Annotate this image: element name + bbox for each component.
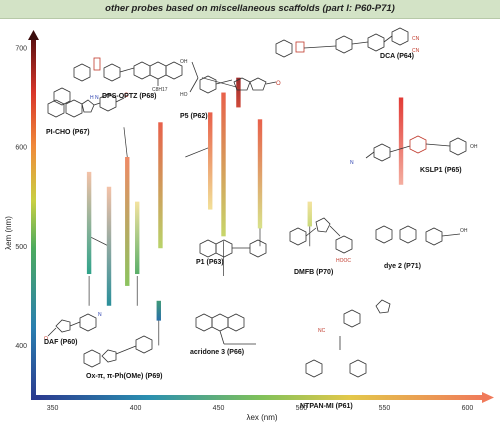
- y-tick-label: 500: [15, 244, 27, 251]
- svg-text:HOOC: HOOC: [336, 258, 351, 264]
- svg-text:OH: OH: [460, 228, 468, 234]
- molecule-sketches: O H N C8H17 O OH HO: [44, 27, 478, 378]
- x-tick-label: 400: [130, 405, 142, 412]
- probe-label-p71: dye 2 (P71): [384, 263, 421, 270]
- bar-p71: [307, 201, 312, 227]
- y-axis-label: λem (nm): [4, 216, 13, 250]
- x-axis-arrow: [482, 392, 494, 403]
- bar-p64: [236, 77, 241, 108]
- bar-p70: [257, 119, 263, 229]
- x-axis-bar: [36, 395, 484, 400]
- probe-label-p70: DMFB (P70): [294, 269, 333, 276]
- chart-title-banner: other probes based on miscellaneous scaf…: [0, 0, 500, 19]
- structure-ox: [83, 335, 153, 368]
- y-tick-label: 700: [15, 45, 27, 52]
- bar-p62: [208, 112, 213, 210]
- leader-p68: [123, 127, 128, 158]
- probe-label-p60: DAF (P60): [44, 339, 77, 346]
- probe-label-p68: DPS-OPTZ (P68): [102, 93, 156, 100]
- structure-dmfb: HOOC: [289, 217, 353, 264]
- structure-p1: [199, 239, 267, 258]
- x-tick-label: 500: [296, 405, 308, 412]
- bar-p66: [156, 300, 161, 321]
- structure-pi-cho: O H N: [47, 87, 129, 118]
- structure-ntpan: NC: [305, 299, 391, 378]
- structure-dye2: OH: [375, 225, 468, 246]
- svg-text:NC: NC: [318, 328, 326, 334]
- probe-labels: DAF (P60) NTPAN-MI (P61) P5 (P62) P1 (P63) D…: [44, 53, 462, 410]
- svg-text:HO: HO: [180, 92, 188, 98]
- svg-text:CN: CN: [412, 36, 420, 42]
- probe-label-p65: KSLP1 (P65): [420, 167, 462, 174]
- x-tick-label: 350: [47, 405, 59, 412]
- svg-text:O: O: [44, 336, 48, 342]
- probe-label-p64: DCA (P64): [380, 53, 414, 60]
- y-tick-label: 400: [15, 343, 27, 350]
- bar-p61: [221, 92, 226, 237]
- y-axis-bar: [31, 38, 36, 400]
- x-tick-label: 550: [379, 405, 391, 412]
- bar-p68: [125, 157, 130, 286]
- structure-kslp1: OH N: [350, 135, 478, 166]
- leader-p62: [185, 146, 211, 158]
- y-tick-label: 600: [15, 145, 27, 152]
- svg-text:O: O: [276, 81, 281, 87]
- bar-p67: [106, 186, 112, 306]
- x-tick-label: 600: [462, 405, 474, 412]
- bar-p60: [86, 171, 92, 275]
- structure-dca: CN CN: [275, 27, 420, 58]
- svg-text:CN: CN: [412, 48, 420, 54]
- leader-lines: [88, 77, 402, 346]
- leader-p67: [88, 236, 110, 247]
- bar-p65: [398, 97, 404, 185]
- structure-daf: O N: [44, 312, 102, 342]
- svg-text:H N: H N: [90, 95, 99, 101]
- probe-label-p66: acridone 3 (P66): [190, 349, 244, 356]
- probe-label-p69: Ox-π, π-Ph(OMe) (P69): [86, 373, 162, 380]
- svg-text:N: N: [350, 160, 354, 166]
- svg-text:OH: OH: [180, 59, 188, 65]
- structure-dps-optz: C8H17: [73, 57, 183, 93]
- x-axis-label: λex (nm): [246, 413, 277, 422]
- bar-p69: [135, 201, 140, 275]
- axes: λem (nm) λex (nm): [4, 30, 494, 422]
- structure-acridone: [195, 313, 256, 345]
- probe-label-p62: P5 (P62): [180, 113, 208, 120]
- svg-text:C8H17: C8H17: [152, 87, 168, 93]
- x-tick-label: 450: [213, 405, 225, 412]
- svg-text:N: N: [98, 312, 102, 318]
- probe-label-p61: NTPAN-MI (P61): [300, 403, 353, 410]
- probe-label-p67: PI-CHO (P67): [46, 129, 90, 136]
- svg-text:OH: OH: [470, 144, 478, 150]
- y-axis-arrow: [28, 30, 39, 40]
- structure-p5: O OH HO: [180, 59, 281, 98]
- bar-p63: [158, 122, 163, 249]
- probe-label-p63: P1 (P63): [196, 259, 224, 266]
- svg-text:O: O: [124, 93, 129, 99]
- chart-svg: λem (nm) λex (nm) 350 400 450 500 550 600 400 5…: [4, 27, 494, 422]
